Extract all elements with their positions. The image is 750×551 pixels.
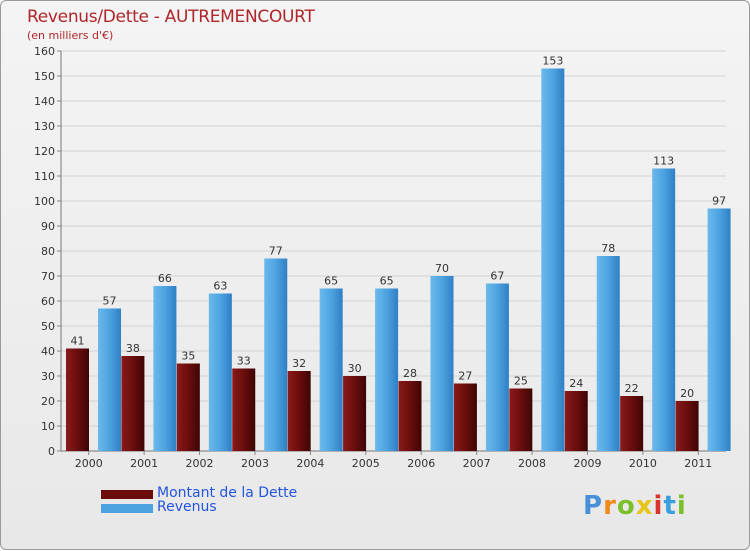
y-tick-label: 10 — [41, 420, 55, 433]
legend-label-revenue: Revenus — [157, 499, 217, 515]
logo-letter: x — [635, 491, 654, 521]
bar-revenue-2010 — [652, 168, 676, 451]
data-label: 153 — [542, 55, 563, 68]
legend-swatch-revenue — [101, 504, 153, 513]
data-label: 57 — [103, 295, 117, 308]
bar-revenue-2011 — [707, 208, 731, 451]
data-label: 38 — [126, 342, 140, 355]
bar-revenue-2006 — [430, 276, 454, 451]
y-tick-label: 130 — [34, 120, 55, 133]
chart-subtitle: (en milliers d'€) — [27, 29, 114, 42]
legend-label-debt: Montant de la Dette — [157, 485, 298, 501]
x-tick-label: 2008 — [518, 457, 546, 470]
data-label: 63 — [213, 280, 227, 293]
data-label: 65 — [324, 275, 338, 288]
x-tick-label: 2010 — [629, 457, 657, 470]
logo-letter: P — [583, 491, 604, 521]
y-tick-label: 60 — [41, 295, 55, 308]
bar-debt-2004 — [287, 371, 311, 451]
data-label: 30 — [348, 362, 362, 375]
bar-revenue-2000 — [98, 308, 121, 451]
logo-letter: o — [616, 491, 636, 521]
data-label: 78 — [601, 242, 615, 255]
data-label: 70 — [435, 262, 449, 275]
data-label: 41 — [71, 335, 85, 348]
logo-letter: i — [676, 491, 687, 521]
data-label: 77 — [269, 245, 283, 258]
x-tick-label: 2006 — [407, 457, 435, 470]
data-label: 67 — [490, 270, 504, 283]
data-label: 66 — [158, 272, 172, 285]
bar-debt-2002 — [176, 363, 200, 451]
x-tick-label: 2000 — [75, 457, 103, 470]
bar-revenue-2007 — [485, 283, 509, 451]
data-label: 33 — [237, 355, 251, 368]
bar-debt-2011 — [675, 401, 699, 451]
chart-title: Revenus/Dette - AUTREMENCOURT — [27, 7, 315, 27]
data-label: 25 — [514, 375, 528, 388]
bar-revenue-2008 — [541, 68, 565, 451]
x-tick-label: 2011 — [684, 457, 712, 470]
x-tick-label: 2002 — [186, 457, 214, 470]
y-tick-label: 50 — [41, 320, 55, 333]
y-tick-label: 120 — [34, 145, 55, 158]
x-tick-label: 2003 — [241, 457, 269, 470]
y-tick-label: 110 — [34, 170, 55, 183]
data-label: 32 — [292, 357, 306, 370]
bar-debt-2008 — [509, 388, 533, 451]
y-tick-label: 0 — [48, 445, 55, 458]
bar-revenue-2004 — [319, 288, 343, 451]
bar-debt-2001 — [121, 356, 145, 451]
proxiti-logo: Proxiti — [583, 491, 687, 521]
data-label: 24 — [569, 377, 583, 390]
y-tick-label: 140 — [34, 95, 55, 108]
data-label: 28 — [403, 367, 417, 380]
x-tick-label: 2009 — [573, 457, 601, 470]
bar-debt-2003 — [232, 368, 256, 451]
x-tick-label: 2005 — [352, 457, 380, 470]
y-tick-label: 100 — [34, 195, 55, 208]
data-label: 65 — [380, 275, 394, 288]
bar-revenue-2005 — [375, 288, 399, 451]
bar-debt-2009 — [564, 391, 588, 451]
x-tick-label: 2007 — [463, 457, 491, 470]
bar-revenue-2009 — [596, 256, 620, 451]
bar-revenue-2003 — [264, 258, 288, 451]
y-tick-label: 90 — [41, 220, 55, 233]
data-label: 113 — [653, 155, 674, 168]
y-tick-label: 80 — [41, 245, 55, 258]
data-label: 22 — [625, 382, 639, 395]
data-label: 35 — [181, 350, 195, 363]
y-tick-label: 30 — [41, 370, 55, 383]
logo-letter: i — [653, 491, 664, 521]
data-label: 27 — [458, 370, 472, 383]
bar-debt-2007 — [453, 383, 477, 451]
bar-revenue-2001 — [153, 286, 177, 451]
data-label: 20 — [680, 387, 694, 400]
bar-debt-2010 — [620, 396, 644, 451]
x-tick-label: 2001 — [130, 457, 158, 470]
bar-revenue-2002 — [208, 293, 232, 451]
data-label: 97 — [712, 195, 726, 208]
logo-letter: r — [603, 491, 617, 521]
y-tick-label: 20 — [41, 395, 55, 408]
y-tick-label: 40 — [41, 345, 55, 358]
y-tick-label: 160 — [34, 45, 55, 58]
bar-debt-2000 — [66, 348, 89, 451]
logo-letter: t — [663, 491, 677, 521]
x-tick-label: 2004 — [296, 457, 324, 470]
y-tick-label: 150 — [34, 70, 55, 83]
legend-swatch-debt — [101, 490, 153, 499]
bar-debt-2006 — [398, 381, 422, 451]
y-tick-label: 70 — [41, 270, 55, 283]
bar-debt-2005 — [343, 376, 367, 451]
